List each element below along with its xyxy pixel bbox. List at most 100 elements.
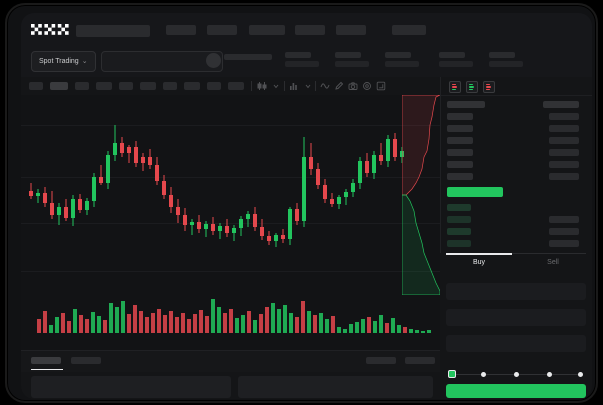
chevron-down-icon: ⌄	[81, 58, 88, 65]
timeframe-1w[interactable]	[184, 82, 200, 90]
nav-item-5[interactable]	[336, 25, 366, 35]
bottom-panels	[21, 372, 440, 399]
top-navigation-bar	[21, 13, 592, 46]
bottom-tab-open-orders[interactable]	[31, 357, 61, 364]
indicator-icon[interactable]	[289, 81, 299, 91]
timeframe-more[interactable]	[228, 82, 244, 90]
trade-form-panel: Buy Sell	[440, 253, 592, 399]
orderbook-bid-row[interactable]	[447, 204, 471, 211]
slider-handle[interactable]	[448, 370, 456, 378]
toolbar-divider	[315, 81, 316, 91]
bottom-tab-active-underline	[31, 369, 63, 370]
orderbook-view-asks-icon[interactable]	[483, 81, 495, 93]
order-book-view-toggles	[441, 77, 592, 96]
slider-stop-25[interactable]	[481, 371, 486, 377]
timeframe-4h[interactable]	[140, 82, 156, 90]
indicator-chevron-icon[interactable]	[303, 81, 313, 91]
wave-icon[interactable]	[320, 81, 330, 91]
nav-account[interactable]	[392, 25, 426, 35]
app-screen: Spot Trading⌄ ⌄	[21, 13, 592, 399]
pair-coin-avatar	[206, 53, 221, 68]
orderbook-ask-qty	[549, 161, 579, 168]
trading-pair-selector[interactable]: ⌄	[101, 51, 223, 72]
bottom-panel-left[interactable]	[31, 376, 231, 398]
nav-item-3[interactable]	[249, 25, 285, 35]
timeframe-1M[interactable]	[207, 82, 221, 90]
toolbar-divider	[284, 81, 285, 91]
submit-buy-button[interactable]	[446, 384, 586, 398]
orderbook-ask-row[interactable]	[447, 113, 473, 120]
nav-item-2[interactable]	[207, 25, 237, 35]
fullscreen-icon[interactable]	[376, 81, 386, 91]
tab-buy[interactable]: Buy	[472, 259, 486, 266]
chart-gridline	[21, 223, 440, 224]
timeframe-1m[interactable]	[29, 82, 43, 90]
orderbook-bid-qty	[549, 216, 579, 223]
pencil-icon[interactable]	[334, 81, 344, 91]
bottom-control-1[interactable]	[366, 357, 396, 364]
amount-input[interactable]	[446, 309, 586, 326]
nav-item-1[interactable]	[166, 25, 196, 35]
ticker-last-price	[224, 54, 272, 60]
orderbook-spread-highlight[interactable]	[447, 187, 503, 197]
bottom-control-2[interactable]	[405, 357, 435, 364]
orderbook-ask-qty	[549, 137, 579, 144]
ticker-volume-24h	[439, 52, 473, 67]
orderbook-bid-row[interactable]	[447, 216, 471, 223]
timeframe-5m[interactable]	[50, 82, 68, 90]
tab-track	[446, 253, 586, 254]
orderbook-bid-qty	[549, 240, 579, 247]
total-input[interactable]	[446, 335, 586, 352]
slider-stop-50[interactable]	[514, 371, 519, 377]
ticker-change-24h	[285, 52, 319, 67]
nav-item-4[interactable]	[295, 25, 325, 35]
candle-type-chevron-icon[interactable]	[271, 81, 281, 91]
spot-trading-label: Spot Trading	[39, 58, 79, 65]
ticker-low-24h	[385, 52, 419, 67]
chart-gridline	[21, 271, 440, 272]
price-chart[interactable]	[21, 95, 440, 295]
slider-stop-75[interactable]	[547, 371, 552, 377]
chart-toolbar	[21, 77, 440, 96]
bottom-panel-right[interactable]	[238, 376, 433, 398]
orderbook-header	[543, 101, 579, 108]
tab-active-indicator	[446, 253, 512, 255]
orderbook-ask-row[interactable]	[447, 137, 473, 144]
nav-search[interactable]	[76, 25, 150, 37]
tab-sell[interactable]: Sell	[547, 259, 559, 266]
orderbook-ask-row[interactable]	[447, 149, 473, 156]
timeframe-1d[interactable]	[163, 82, 177, 90]
timeframe-15m[interactable]	[75, 82, 89, 90]
slider-stop-100[interactable]	[578, 371, 583, 377]
orderbook-ask-row[interactable]	[447, 173, 473, 180]
orderbook-bid-row[interactable]	[447, 240, 471, 247]
tablet-bezel: Spot Trading⌄ ⌄	[5, 3, 598, 403]
candle-type-icon[interactable]	[257, 81, 267, 91]
orderbook-view-both-icon[interactable]	[449, 81, 461, 93]
buy-sell-tab-bar: Buy Sell	[440, 253, 592, 275]
bottom-tab-order-history[interactable]	[71, 357, 101, 364]
orderbook-ask-qty	[549, 113, 579, 120]
spot-trading-dropdown[interactable]: Spot Trading ⌄	[31, 51, 96, 72]
volume-bar-series	[37, 299, 431, 333]
price-input[interactable]	[446, 283, 586, 300]
orderbook-view-bids-icon[interactable]	[466, 81, 478, 93]
ticker-extra-stat	[489, 52, 523, 67]
orderbook-bid-qty	[549, 228, 579, 235]
orderbook-header	[447, 101, 485, 108]
orderbook-ask-qty	[549, 149, 579, 156]
okx-logo[interactable]	[31, 24, 69, 35]
chart-gridline	[21, 125, 440, 126]
camera-icon[interactable]	[348, 81, 358, 91]
timeframe-1h[interactable]	[119, 82, 133, 90]
timeframe-30m[interactable]	[96, 82, 112, 90]
orderbook-ask-qty	[549, 125, 579, 132]
amount-percent-slider[interactable]	[448, 369, 584, 379]
settings-icon[interactable]	[362, 81, 372, 91]
orderbook-ask-row[interactable]	[447, 161, 473, 168]
bottom-tab-bar	[21, 350, 440, 373]
orderbook-ask-row[interactable]	[447, 125, 473, 132]
depth-chart	[402, 95, 440, 295]
volume-chart[interactable]	[21, 295, 440, 350]
orderbook-bid-row[interactable]	[447, 228, 471, 235]
